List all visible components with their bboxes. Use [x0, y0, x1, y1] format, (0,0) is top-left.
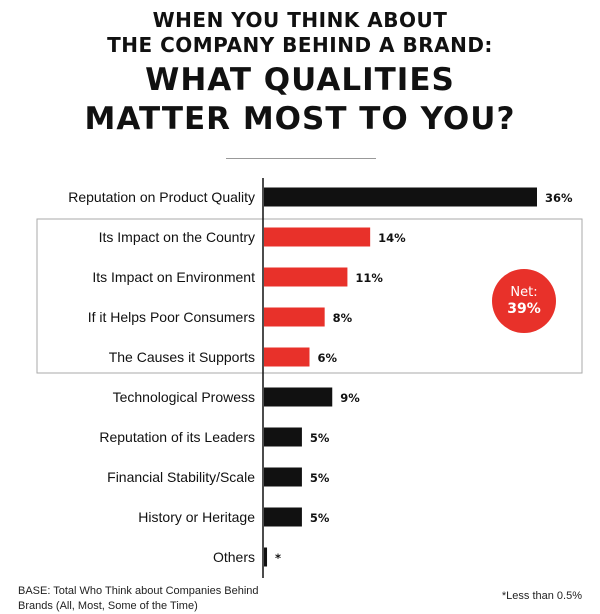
value-label-its-impact-on-environment: 11% [355, 271, 383, 285]
value-label-reputation-on-product-quality: 36% [545, 191, 573, 205]
bar-its-impact-on-environment [264, 267, 348, 287]
value-label-reputation-of-its-leaders: 5% [310, 431, 330, 445]
title-line-2: THE COMPANY BEHIND A BRAND: [107, 33, 493, 57]
value-label-technological-prowess: 9% [340, 391, 360, 405]
bar-others [264, 547, 268, 567]
value-label-if-it-helps-poor-consumers: 8% [333, 311, 353, 325]
category-label-the-causes-it-supports: The Causes it Supports [109, 349, 255, 365]
base-footnote-line-2: Brands (All, Most, Some of the Time) [18, 600, 198, 612]
category-label-others: Others [213, 549, 255, 565]
title-line-3: WHAT QUALITIES [145, 62, 455, 98]
category-label-technological-prowess: Technological Prowess [113, 389, 255, 405]
bar-history-or-heritage [264, 507, 302, 527]
category-label-reputation-on-product-quality: Reputation on Product Quality [68, 189, 255, 205]
category-label-its-impact-on-environment: Its Impact on Environment [92, 269, 255, 285]
title-line-1: WHEN YOU THINK ABOUT [152, 8, 448, 32]
highlight-group-box [36, 218, 583, 374]
net-value: 39% [507, 301, 541, 317]
title-line-4: MATTER MOST TO YOU? [84, 101, 516, 137]
base-footnote: BASE: Total Who Think about Companies Be… [18, 584, 259, 614]
net-label: Net: [510, 285, 538, 300]
value-label-others: * [275, 551, 281, 565]
category-label-its-impact-on-the-country: Its Impact on the Country [99, 229, 255, 245]
category-label-history-or-heritage: History or Heritage [138, 509, 255, 525]
bar-the-causes-it-supports [264, 347, 310, 367]
bar-financial-stability-scale [264, 467, 302, 487]
category-label-reputation-of-its-leaders: Reputation of its Leaders [99, 429, 255, 445]
value-label-history-or-heritage: 5% [310, 511, 330, 525]
bar-reputation-of-its-leaders [264, 427, 302, 447]
value-label-the-causes-it-supports: 6% [318, 351, 338, 365]
bar-if-it-helps-poor-consumers [264, 307, 325, 327]
category-label-financial-stability-scale: Financial Stability/Scale [107, 469, 255, 485]
value-label-financial-stability-scale: 5% [310, 471, 330, 485]
bar-technological-prowess [264, 387, 333, 407]
bar-reputation-on-product-quality [264, 187, 537, 207]
category-label-if-it-helps-poor-consumers: If it Helps Poor Consumers [88, 309, 255, 325]
base-footnote-line-1: BASE: Total Who Think about Companies Be… [18, 585, 259, 597]
value-label-its-impact-on-the-country: 14% [378, 231, 406, 245]
title-divider [226, 158, 376, 159]
less-than-note: *Less than 0.5% [501, 590, 582, 602]
net-badge: Net: 39% [492, 269, 556, 333]
bar-its-impact-on-the-country [264, 227, 371, 247]
